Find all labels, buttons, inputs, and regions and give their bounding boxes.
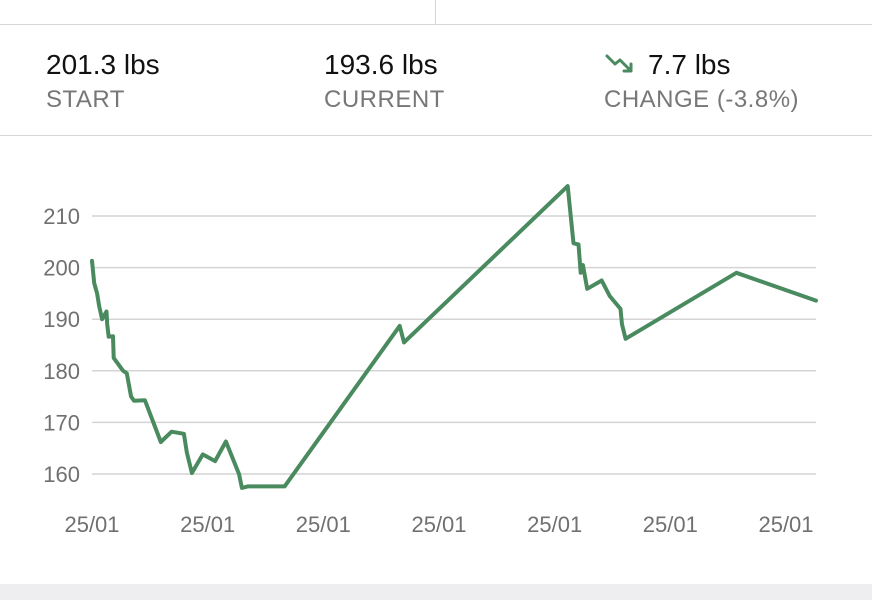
y-tick-label: 170	[43, 410, 80, 435]
change-weight-label: CHANGE (-3.8%)	[604, 86, 800, 113]
y-tick-label: 210	[43, 204, 80, 229]
y-tick-label: 200	[43, 256, 80, 281]
start-weight-value: 201.3 lbs	[46, 49, 160, 80]
y-tick-label: 190	[43, 307, 80, 332]
x-tick-label: 25/01	[527, 512, 582, 537]
x-tick-label: 25/01	[180, 512, 235, 537]
trend-down-icon	[604, 51, 638, 79]
start-weight-label: START	[46, 86, 125, 113]
change-row: 7.7 lbs	[604, 49, 799, 81]
top-strip	[0, 0, 872, 25]
stats-panel: 201.3 lbs START 193.6 lbs CURRENT 7.7 lb…	[0, 25, 872, 136]
x-tick-label: 25/01	[643, 512, 698, 537]
stat-current: 193.6 lbs CURRENT	[324, 49, 445, 115]
x-tick-label: 25/01	[411, 512, 466, 537]
x-tick-label: 25/01	[296, 512, 351, 537]
stat-change: 7.7 lbs CHANGE (-3.8%)	[604, 49, 799, 115]
current-weight-label: CURRENT	[324, 86, 445, 113]
bottom-bar	[0, 584, 872, 600]
stat-start: 201.3 lbs START	[46, 49, 160, 115]
x-tick-label: 25/01	[758, 512, 813, 537]
change-weight-value: 7.7 lbs	[648, 49, 731, 80]
top-divider	[435, 0, 436, 24]
weight-chart: 160 170 180 190 200 210 25/01 25/01 25/01 25/01 25…	[0, 137, 872, 584]
y-tick-label: 180	[43, 359, 80, 384]
x-tick-label: 25/01	[64, 512, 119, 537]
weight-chart-svg: 160 170 180 190 200 210 25/01 25/01 25/01 25/01 25…	[43, 184, 818, 537]
current-weight-value: 193.6 lbs	[324, 49, 438, 80]
y-tick-label: 160	[43, 462, 80, 487]
weight-series-line	[90, 184, 818, 490]
